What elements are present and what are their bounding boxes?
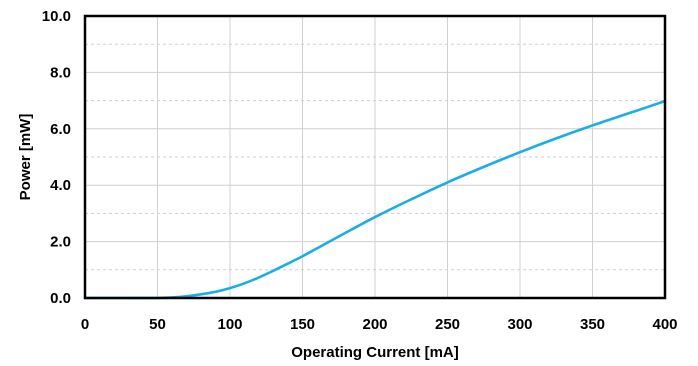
x-tick-label: 200: [362, 316, 387, 333]
y-tick-label: 10.0: [42, 8, 71, 25]
series-line: [83, 99, 667, 300]
y-tick-labels: 0.0 2.0 4.0 6.0 8.0 10.0: [42, 8, 71, 307]
x-axis-label: Operating Current [mA]: [291, 344, 459, 361]
x-tick-label: 350: [580, 316, 605, 333]
x-tick-labels: 0 50 100 150 200 250 300 350 400: [81, 316, 678, 333]
y-axis-label: Power [mW]: [17, 114, 34, 201]
y-tick-label: 4.0: [50, 177, 71, 194]
y-tick-label: 0.0: [50, 290, 71, 307]
x-tick-label: 0: [81, 316, 89, 333]
series-layer: [83, 99, 667, 300]
plot-frame: [83, 14, 667, 300]
y-tick-label: 8.0: [50, 64, 71, 81]
x-tick-label: 150: [290, 316, 315, 333]
y-tick-label: 6.0: [50, 121, 71, 138]
x-tick-label: 300: [507, 316, 532, 333]
x-tick-label: 100: [217, 316, 242, 333]
x-tick-label: 50: [149, 316, 166, 333]
x-tick-label: 400: [652, 316, 677, 333]
y-tick-label: 2.0: [50, 234, 71, 251]
grid-lines: [85, 16, 665, 298]
x-tick-label: 250: [435, 316, 460, 333]
